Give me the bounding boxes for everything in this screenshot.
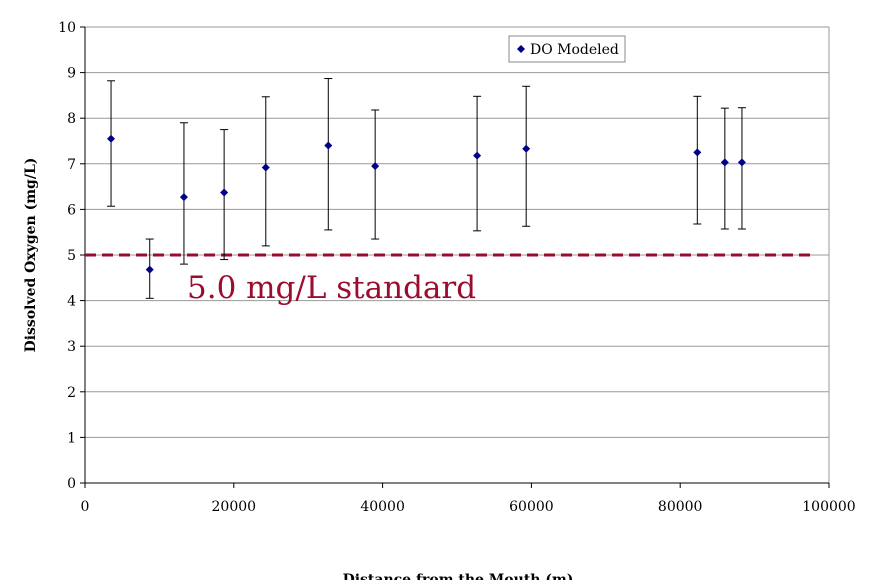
data-point <box>738 158 746 166</box>
data-point <box>107 135 115 143</box>
y-tick-label: 8 <box>67 111 76 127</box>
y-tick-label: 6 <box>67 202 76 218</box>
data-point <box>324 142 332 150</box>
y-tick-label: 0 <box>67 476 76 492</box>
data-point <box>522 145 530 153</box>
reference-line-label: 5.0 mg/L standard <box>187 270 476 306</box>
data-point <box>146 266 154 274</box>
y-tick-label: 5 <box>67 248 76 264</box>
x-tick-label: 60000 <box>509 499 554 515</box>
y-tick-label: 9 <box>67 66 76 82</box>
data-point <box>262 163 270 171</box>
y-tick-label: 3 <box>67 339 76 355</box>
y-axis-title: Dissolved Oxygen (mg/L) <box>23 158 39 353</box>
x-tick-label: 20000 <box>212 499 257 515</box>
error-bar-layer <box>107 79 746 299</box>
x-tick-label: 80000 <box>658 499 703 515</box>
x-tick-label: 100000 <box>802 499 855 515</box>
axis-layer <box>80 27 829 488</box>
data-point <box>371 162 379 170</box>
y-tick-label: 2 <box>67 385 76 401</box>
x-axis-title: Distance from the Mouth (m) <box>343 572 574 580</box>
data-point <box>180 193 188 201</box>
y-tick-label: 10 <box>58 20 76 36</box>
label-layer: 0 1 2 3 4 5 6 7 8 9 10 0 20000 40000 60000 80000 100000 <box>58 20 856 515</box>
data-point <box>721 158 729 166</box>
data-point <box>693 148 701 156</box>
x-tick-label: 0 <box>81 499 90 515</box>
x-tick-label: 40000 <box>360 499 405 515</box>
data-point <box>473 152 481 160</box>
y-tick-label: 4 <box>67 294 76 310</box>
data-point-layer <box>107 135 746 274</box>
legend-label: DO Modeled <box>530 42 619 58</box>
y-tick-label: 7 <box>67 157 76 173</box>
legend: DO Modeled <box>509 36 625 62</box>
y-tick-label: 1 <box>67 430 76 446</box>
data-point <box>220 189 228 197</box>
